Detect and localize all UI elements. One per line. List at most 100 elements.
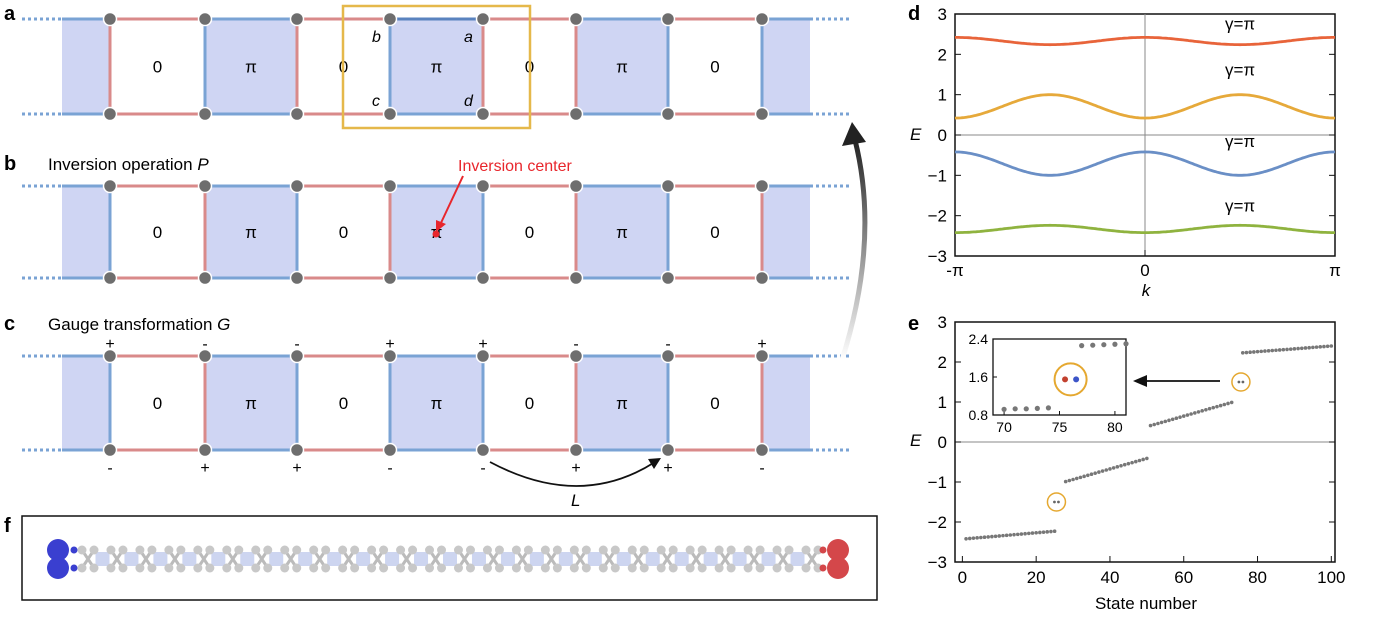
plaquette-pi [576, 19, 668, 114]
chain-site [668, 563, 678, 573]
state-point [1204, 407, 1208, 412]
chain-site [176, 545, 186, 555]
lattice-site [197, 348, 213, 364]
chain-plaquette [356, 552, 371, 566]
plaquette-flux-label: 0 [153, 58, 162, 77]
band-label: γ=π [1225, 132, 1255, 151]
state-point [1318, 345, 1323, 349]
state-point [1078, 475, 1083, 480]
unit-cell-frame [341, 4, 532, 130]
chain-site [813, 563, 823, 573]
lattice-site [475, 106, 491, 122]
state-point [1001, 533, 1005, 538]
gauge-arrow-label: L [571, 491, 580, 510]
state-point [1015, 532, 1020, 537]
spectrum-chart: 3 2 1 0 −1 −2 −3 0 20 40 60 80 100 State number E 2.4 1.… [910, 313, 1345, 613]
chain-site [205, 563, 215, 573]
chain-site [743, 545, 753, 555]
y-tick-label: −2 [928, 513, 947, 532]
chain-plaquette [240, 552, 255, 566]
y-tick-label: −3 [928, 553, 947, 572]
lattice-site [197, 178, 213, 194]
state-point [1189, 412, 1193, 416]
lattice-site [568, 178, 584, 194]
chain-site [321, 563, 331, 573]
inset-point [1045, 405, 1052, 411]
state-point [1244, 350, 1249, 355]
state-point [1133, 459, 1138, 464]
lattice-site [382, 178, 398, 194]
chain-site [147, 545, 157, 555]
chain-site [106, 563, 116, 573]
corner-label-c: c [372, 93, 380, 110]
chain-site [511, 545, 521, 555]
state-point [967, 536, 972, 541]
chain-site [656, 563, 666, 573]
x-tick-label: 100 [1317, 568, 1345, 587]
chain-site [540, 545, 550, 555]
chain-site [685, 563, 695, 573]
state-point [982, 535, 987, 540]
state-point [1038, 530, 1042, 535]
inset-point [1001, 406, 1007, 412]
inversion-center-dot [432, 230, 440, 238]
edge-state-right [827, 539, 849, 561]
chain-site [309, 545, 319, 555]
state-point [1178, 415, 1182, 419]
state-point [1045, 530, 1050, 534]
plaquette-flux-label: 0 [339, 394, 348, 413]
state-point [1252, 350, 1256, 354]
state-point [1281, 347, 1286, 352]
edge-state-left-small [70, 546, 78, 554]
plaquette-flux-label: 0 [710, 223, 719, 242]
state-point [986, 535, 991, 539]
plaquette-flux-label: π [431, 58, 443, 77]
chain-plaquette [558, 552, 573, 566]
state-point [1093, 471, 1097, 475]
chain-site [755, 545, 765, 555]
lattice-site [568, 270, 584, 286]
lattice-site [382, 270, 398, 286]
state-point [1030, 531, 1035, 535]
x-axis-label: State number [1095, 594, 1197, 613]
state-point [1067, 478, 1072, 483]
gauge-sign-top: - [202, 336, 207, 353]
state-point [1303, 346, 1308, 350]
state-point [1108, 467, 1112, 471]
chain-plaquette [732, 552, 747, 566]
state-point [1071, 477, 1075, 482]
chain-site [552, 545, 562, 555]
panel-label-c: c [4, 313, 15, 335]
plaquette-pi [390, 356, 483, 450]
inset-y-tick-label: 2.4 [969, 331, 989, 347]
state-point [1229, 400, 1234, 405]
gauge-sign-bottom: + [571, 460, 580, 477]
chain-site [482, 563, 492, 573]
plaquette-flux-label: π [245, 58, 257, 77]
band-line [954, 93, 1336, 120]
lattice-site [568, 106, 584, 122]
state-point [1137, 458, 1142, 463]
plaquette-flux-label: 0 [710, 58, 719, 77]
chain-site [523, 563, 533, 573]
lattice-site [660, 270, 676, 286]
chain-site [135, 563, 145, 573]
plaquette-edge-left [62, 356, 110, 450]
lattice-site [754, 178, 770, 194]
band-label: γ=π [1225, 14, 1255, 33]
lattice-site [754, 442, 770, 458]
chain-site [147, 563, 157, 573]
state-point [1115, 465, 1120, 469]
band-label: γ=π [1225, 60, 1255, 79]
gauge-sign-bottom: + [663, 460, 672, 477]
lattice-site [102, 348, 118, 364]
gauge-sign-top: + [105, 336, 114, 353]
inset-point [1112, 341, 1118, 347]
chain-site [367, 563, 377, 573]
gauge-sign-top: - [294, 336, 299, 353]
state-point [1299, 346, 1304, 351]
lattice-site [475, 270, 491, 286]
connector-arrow [839, 139, 868, 361]
chain-site [367, 545, 377, 555]
gauge-sign-top: + [385, 336, 394, 353]
